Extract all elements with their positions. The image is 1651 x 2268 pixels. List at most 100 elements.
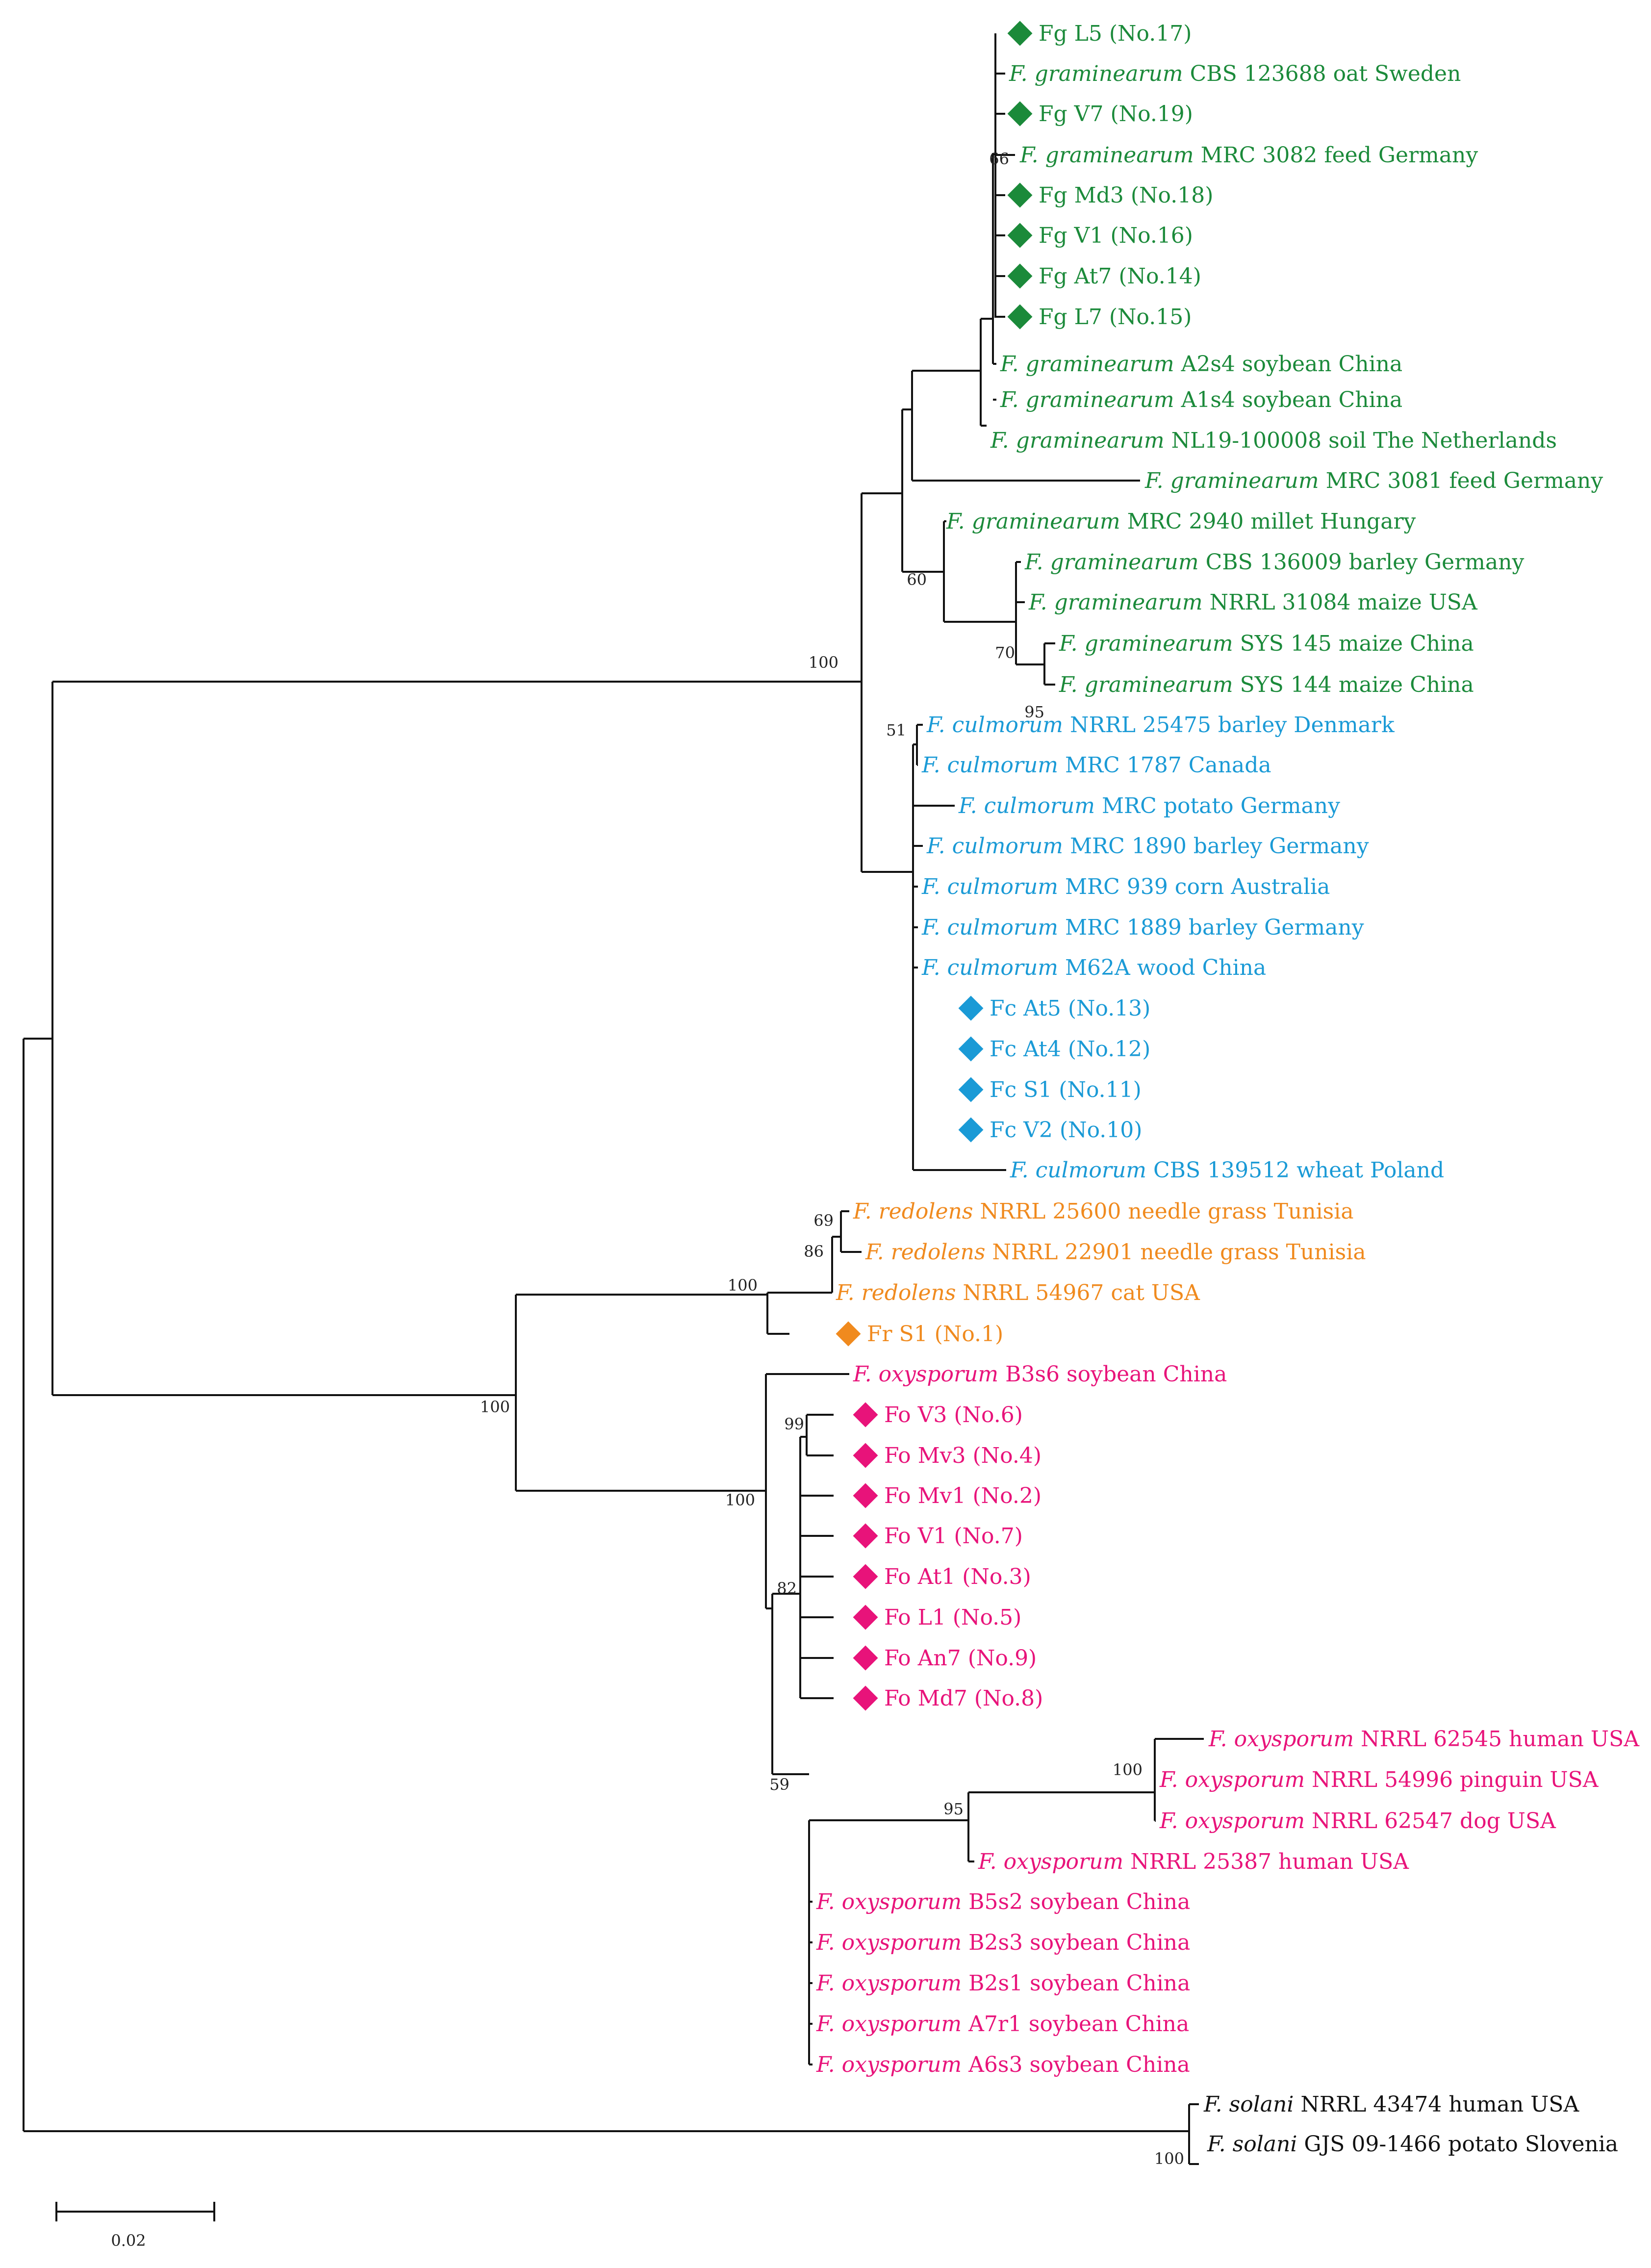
scale-bar: 0.02 — [55, 2202, 215, 2250]
diamond-marker-icon — [1007, 263, 1033, 289]
tip-foMv1: Fo Mv1 (No.2) — [853, 1483, 1041, 1508]
bootstrap-value: 100 — [480, 1398, 510, 1416]
scale-bar-label: 0.02 — [111, 2231, 146, 2250]
diamond-marker-icon — [958, 1077, 984, 1102]
tip-frNRRL54967: F. redolens NRRL 54967 cat USA — [836, 1280, 1200, 1305]
tip-foL1: Fo L1 (No.5) — [853, 1605, 1021, 1630]
tip-fgNRRL31084: F. graminearum NRRL 31084 maize USA — [1028, 590, 1478, 615]
tip-label: F. oxysporum NRRL 54996 pinguin USA — [1159, 1767, 1599, 1792]
bootstrap-value: 99 — [784, 1415, 804, 1433]
species-name: F. solani — [1207, 2132, 1297, 2157]
tip-label: F. oxysporum A7r1 soybean China — [816, 2012, 1189, 2037]
tip-fcMRC939: F. culmorum MRC 939 corn Australia — [921, 874, 1330, 899]
tip-label: F. oxysporum B3s6 soybean China — [853, 1362, 1227, 1387]
bootstrap-value: 95 — [943, 1800, 964, 1818]
tip-label: F. graminearum MRC 3081 feed Germany — [1144, 468, 1603, 493]
tip-label: F. culmorum MRC 939 corn Australia — [921, 874, 1330, 899]
tip-frNRRL25600: F. redolens NRRL 25600 needle grass Tuni… — [853, 1199, 1354, 1224]
species-name: F. culmorum — [926, 713, 1063, 738]
strain-info: B2s3 soybean China — [962, 1930, 1190, 1955]
tip-fcCBS139512: F. culmorum CBS 139512 wheat Poland — [1010, 1158, 1444, 1183]
tip-foV3: Fo V3 (No.6) — [853, 1402, 1023, 1427]
species-name: F. redolens — [836, 1280, 956, 1305]
strain-info: A6s3 soybean China — [962, 2052, 1190, 2077]
tip-label: Fr S1 (No.1) — [867, 1322, 1003, 1347]
tip-label: Fg L5 (No.17) — [1039, 21, 1192, 46]
tip-fgMRC3081: F. graminearum MRC 3081 feed Germany — [1144, 468, 1603, 493]
tip-label: Fc At4 (No.12) — [990, 1037, 1150, 1062]
diamond-marker-icon — [853, 1443, 878, 1468]
tip-fgMRC2940: F. graminearum MRC 2940 millet Hungary — [946, 509, 1416, 534]
bootstrap-value: 51 — [886, 721, 906, 739]
tip-label: F. graminearum A2s4 soybean China — [1000, 352, 1402, 377]
strain-info: NRRL 31084 maize USA — [1203, 590, 1478, 615]
tip-label: F. solani NRRL 43474 human USA — [1203, 2092, 1580, 2117]
tip-label: F. oxysporum NRRL 25387 human USA — [978, 1849, 1409, 1874]
tip-label: Fg V1 (No.16) — [1039, 223, 1193, 248]
bootstrap-value: 70 — [995, 643, 1015, 662]
diamond-marker-icon — [853, 1685, 878, 1711]
tip-label: F. graminearum MRC 3082 feed Germany — [1019, 143, 1478, 168]
species-name: F. oxysporum — [1159, 1767, 1305, 1792]
tip-fgA2s4: F. graminearum A2s4 soybean China — [1000, 352, 1402, 377]
strain-info: B5s2 soybean China — [962, 1889, 1190, 1914]
tip-label: Fg At7 (No.14) — [1039, 264, 1201, 289]
tip-fgAt7: Fg At7 (No.14) — [1007, 263, 1201, 289]
strain-info: MRC 3081 feed Germany — [1319, 468, 1603, 493]
strain-info: A7r1 soybean China — [962, 2012, 1189, 2037]
species-name: F. oxysporum — [816, 2052, 962, 2077]
strain-info: NRRL 62547 dog USA — [1305, 1809, 1556, 1834]
strain-info: NRRL 62545 human USA — [1354, 1727, 1640, 1752]
species-name: F. oxysporum — [816, 1889, 962, 1914]
bootstrap-value: 86 — [804, 1242, 824, 1261]
tip-label: F. graminearum NL19-100008 soil The Neth… — [990, 428, 1557, 453]
tip-label: Fg Md3 (No.18) — [1039, 183, 1213, 208]
tip-foV1: Fo V1 (No.7) — [853, 1523, 1023, 1549]
tip-label: F. graminearum SYS 145 maize China — [1059, 631, 1474, 656]
strain-info: CBS 123688 oat Sweden — [1183, 61, 1461, 86]
strain-info: CBS 139512 wheat Poland — [1146, 1158, 1444, 1183]
diamond-marker-icon — [1007, 21, 1033, 46]
diamond-marker-icon — [853, 1523, 878, 1549]
tip-foA7r1: F. oxysporum A7r1 soybean China — [816, 2012, 1189, 2037]
strain-info: A1s4 soybean China — [1174, 387, 1403, 412]
tip-fgA1s4: F. graminearum A1s4 soybean China — [1000, 387, 1402, 412]
bootstrap-values: 66 60 70 95 100 51 69 86 100 100 100 99 82 59 95 100 100 — [480, 150, 1184, 2168]
tip-fcM62A: F. culmorum M62A wood China — [921, 955, 1266, 980]
tip-label: Fo L1 (No.5) — [884, 1605, 1021, 1630]
tree-branches — [23, 33, 1204, 2165]
bootstrap-value: 59 — [769, 1775, 789, 1794]
tip-label: F. culmorum MRC 1787 Canada — [921, 753, 1271, 778]
bootstrap-value: 95 — [1024, 703, 1044, 721]
species-name: F. graminearum — [1019, 143, 1194, 168]
tip-fgSYS145: F. graminearum SYS 145 maize China — [1059, 631, 1474, 656]
tip-label: F. graminearum CBS 136009 barley Germany — [1024, 550, 1524, 575]
species-name: F. culmorum — [958, 793, 1095, 818]
tip-label: Fo An7 (No.9) — [884, 1646, 1037, 1671]
species-name: F. graminearum — [1028, 590, 1203, 615]
species-name: F. culmorum — [926, 834, 1063, 859]
strain-info: NRRL 54967 cat USA — [956, 1280, 1200, 1305]
diamond-marker-icon — [958, 995, 984, 1021]
tip-label: F. oxysporum B5s2 soybean China — [816, 1889, 1190, 1914]
strain-info: NL19-100008 soil The Netherlands — [1165, 428, 1557, 453]
tip-fgMd3: Fg Md3 (No.18) — [1007, 182, 1213, 208]
tip-foB2s3: F. oxysporum B2s3 soybean China — [816, 1930, 1190, 1955]
tip-fcS1: Fc S1 (No.11) — [958, 1077, 1142, 1102]
strain-info: A2s4 soybean China — [1174, 352, 1403, 377]
tip-label: Fo Md7 (No.8) — [884, 1686, 1043, 1711]
bootstrap-value: 100 — [809, 653, 838, 672]
species-name: F. graminearum — [1000, 352, 1174, 377]
species-name: F. culmorum — [921, 874, 1058, 899]
tip-foB2s1: F. oxysporum B2s1 soybean China — [816, 1971, 1190, 1996]
tip-fcAt5: Fc At5 (No.13) — [958, 995, 1150, 1021]
bootstrap-value: 100 — [725, 1491, 755, 1509]
tip-label: F. culmorum MRC potato Germany — [958, 793, 1340, 818]
strain-info: GJS 09-1466 potato Slovenia — [1297, 2132, 1618, 2157]
diamond-marker-icon — [958, 1117, 984, 1143]
tip-label: Fo At1 (No.3) — [884, 1564, 1031, 1589]
diamond-marker-icon — [853, 1402, 878, 1427]
tip-fsNRRL43474: F. solani NRRL 43474 human USA — [1203, 2092, 1580, 2117]
tip-label: F. culmorum MRC 1890 barley Germany — [926, 834, 1369, 859]
